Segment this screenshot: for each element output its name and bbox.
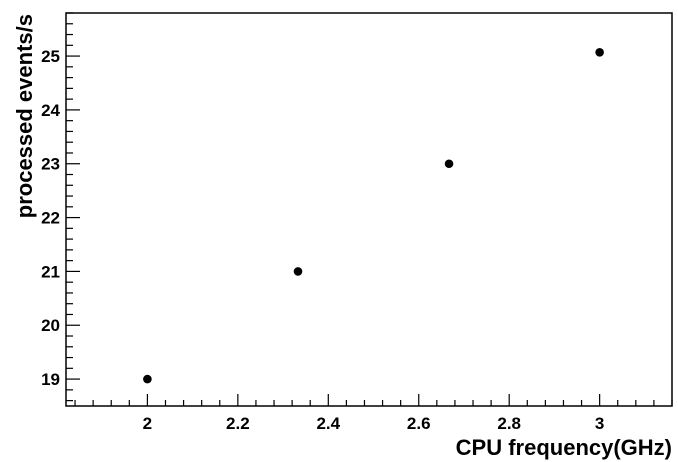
y-tick-label: 23 (41, 155, 60, 174)
y-axis-title: processed events/s (12, 14, 37, 218)
x-tick-label: 3 (595, 414, 604, 433)
axis-ticks (66, 12, 673, 406)
plot-frame (65, 12, 673, 407)
y-tick-label: 19 (41, 370, 60, 389)
data-point (595, 48, 604, 57)
data-point (143, 374, 152, 384)
y-tick-label: 22 (41, 209, 60, 228)
x-tick-label: 2 (143, 414, 152, 433)
y-tick-label: 24 (41, 101, 60, 120)
data-point (444, 159, 454, 169)
y-tick-label: 21 (41, 262, 60, 281)
y-tick-label: 25 (41, 47, 60, 66)
tick-labels: 2 2.2 2.4 2.6 2.8 3 19 20 21 22 23 24 25 (41, 47, 604, 433)
x-axis-title: CPU frequency(GHz) (456, 435, 672, 460)
data-point (293, 267, 303, 276)
x-tick-label: 2.4 (316, 414, 340, 433)
x-tick-label: 2.8 (497, 414, 521, 433)
y-tick-label: 20 (41, 316, 60, 335)
x-tick-label: 2.6 (407, 414, 431, 433)
data-points (143, 48, 604, 384)
x-tick-label: 2.2 (226, 414, 250, 433)
